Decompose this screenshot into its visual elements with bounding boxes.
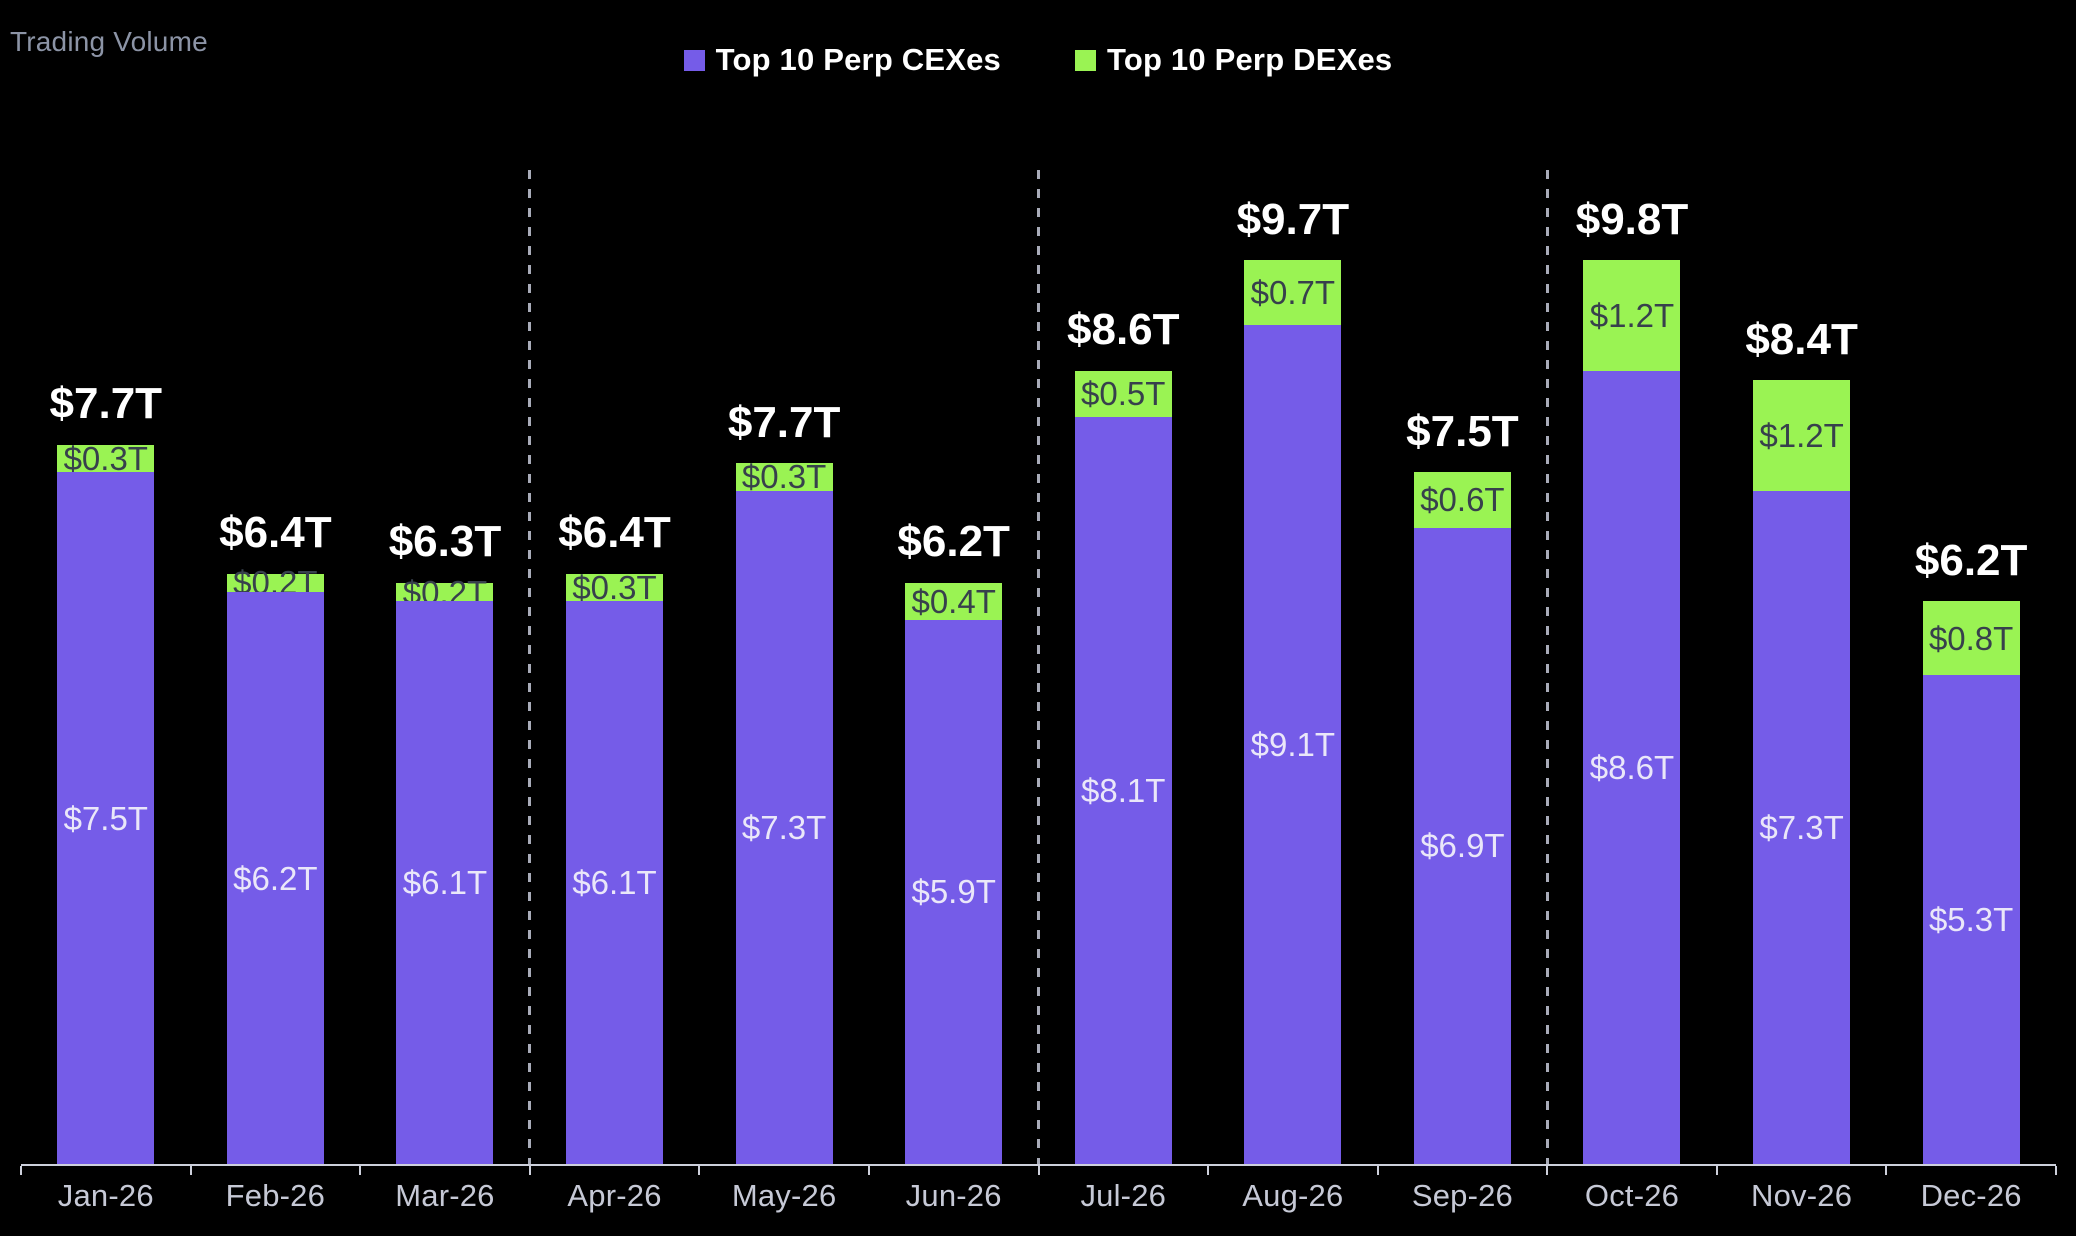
bar-segment-dex: $0.7T xyxy=(1244,260,1342,325)
x-axis-tick xyxy=(359,1166,362,1175)
x-axis-tick xyxy=(2055,1166,2057,1175)
x-axis-tick xyxy=(1207,1166,1210,1175)
bar-column-oct-26: $9.8T $1.2T $8.6T xyxy=(1547,140,1717,1164)
bar-column-apr-26: $6.4T $0.3T $6.1T xyxy=(530,140,700,1164)
x-axis-label: Jun-26 xyxy=(905,1178,1002,1213)
bar-segment-cex: $5.9T xyxy=(905,619,1003,1164)
x-axis-label: Aug-26 xyxy=(1242,1178,1344,1213)
x-axis-labels: Jan-26 Feb-26 Mar-26 Apr-26 May-26 Jun-26 Jul-… xyxy=(21,1178,2056,1214)
x-axis-tick xyxy=(1885,1166,1888,1175)
legend-label-cex: Top 10 Perp CEXes xyxy=(715,42,1001,77)
bar-segment-cex: $6.9T xyxy=(1413,527,1511,1164)
bar-column-sep-26: $7.5T $0.6T $6.9T xyxy=(1378,140,1548,1164)
x-axis-label: Jul-26 xyxy=(1080,1178,1167,1213)
bar-column-jan-26: $7.7T $0.3T $7.5T xyxy=(21,140,191,1164)
x-axis-label: Dec-26 xyxy=(1920,1178,2022,1213)
bar-segment-cex: $6.1T xyxy=(566,601,664,1164)
bar-total-label: $6.2T xyxy=(897,517,1010,567)
x-axis-label: Nov-26 xyxy=(1751,1178,1853,1213)
bar-total-label: $6.2T xyxy=(1914,535,2028,585)
bar-total-label: $8.4T xyxy=(1745,314,1858,364)
bar-column-nov-26: $8.4T $1.2T $7.3T xyxy=(1717,140,1887,1164)
legend-item-dex: Top 10 Perp DEXes xyxy=(1075,42,1392,78)
bar-segment-dex: $1.2T xyxy=(1753,379,1851,491)
legend: Top 10 Perp CEXes Top 10 Perp DEXes xyxy=(0,42,2076,78)
bar-segment-cex: $9.1T xyxy=(1244,324,1342,1164)
bar-column-jul-26: $8.6T $0.5T $8.1T xyxy=(1038,140,1208,1164)
bar-segment-cex: $5.3T xyxy=(1922,675,2020,1164)
bar-total-label: $8.6T xyxy=(1067,305,1180,355)
bar-column-feb-26: $6.4T $0.2T $6.2T xyxy=(191,140,361,1164)
bar-total-label: $7.7T xyxy=(727,397,841,447)
bar-column-dec-26: $6.2T $0.8T $5.3T xyxy=(1886,140,2056,1164)
x-axis-label: Sep-26 xyxy=(1411,1178,1513,1213)
bar-segment-cex: $7.3T xyxy=(1753,490,1851,1164)
legend-item-cex: Top 10 Perp CEXes xyxy=(683,42,1001,78)
x-axis-tick xyxy=(867,1166,870,1175)
x-axis-line xyxy=(21,1164,2056,1166)
bar-segment-dex: $0.4T xyxy=(905,582,1003,620)
bar-total-label: $9.8T xyxy=(1575,194,1689,244)
bar-total-label: $7.5T xyxy=(1406,406,1519,456)
x-axis-tick xyxy=(698,1166,701,1175)
x-axis-label: Oct-26 xyxy=(1584,1178,1680,1213)
bar-total-label: $6.4T xyxy=(558,508,671,558)
legend-swatch-dex-icon xyxy=(1075,49,1096,71)
bar-segment-cex: $7.5T xyxy=(57,472,155,1164)
legend-swatch-cex-icon xyxy=(683,49,705,71)
bar-segment-cex: $8.6T xyxy=(1583,370,1681,1164)
bar-segment-cex: $7.3T xyxy=(735,490,833,1164)
x-axis-label: Feb-26 xyxy=(225,1178,326,1213)
chart-title: Trading Volume xyxy=(10,26,208,57)
bar-total-label: $9.7T xyxy=(1236,194,1350,244)
x-axis-tick xyxy=(1037,1166,1040,1175)
bar-column-aug-26: $9.7T $0.7T $9.1T xyxy=(1208,140,1378,1164)
bar-segment-dex: $0.6T xyxy=(1413,472,1511,528)
bar-segment-dex: $0.3T xyxy=(57,442,155,475)
bar-segment-cex: $6.2T xyxy=(226,592,324,1164)
bar-segment-dex: $0.2T xyxy=(226,566,324,600)
bar-segment-dex: $1.2T xyxy=(1583,260,1681,371)
bar-segment-dex: $0.3T xyxy=(735,460,833,493)
x-axis-tick xyxy=(1376,1166,1379,1175)
quarter-separator-line xyxy=(528,170,532,1164)
quarter-separator-line xyxy=(1545,170,1549,1164)
bar-segment-cex: $6.1T xyxy=(396,601,494,1164)
bar-segment-dex: $0.8T xyxy=(1922,601,2020,676)
bar-column-jun-26: $6.2T $0.4T $5.9T xyxy=(869,140,1039,1164)
quarter-separator-line xyxy=(1037,170,1040,1164)
bar-segment-dex: $0.5T xyxy=(1074,370,1172,417)
x-axis-label: Apr-26 xyxy=(567,1178,662,1213)
bar-segment-dex: $0.2T xyxy=(396,575,494,609)
x-axis-label: Mar-26 xyxy=(395,1178,495,1213)
x-axis-label: May-26 xyxy=(731,1178,837,1213)
bar-total-label: $6.3T xyxy=(388,517,502,567)
bar-segment-dex: $0.3T xyxy=(566,571,664,604)
x-axis-tick xyxy=(1715,1166,1718,1175)
bar-total-label: $6.4T xyxy=(219,508,332,558)
bar-column-mar-26: $6.3T $0.2T $6.1T xyxy=(360,140,530,1164)
x-axis-tick xyxy=(20,1166,22,1175)
bar-segment-cex: $8.1T xyxy=(1074,416,1172,1164)
bar-total-label: $7.7T xyxy=(49,379,163,429)
x-axis-tick xyxy=(1546,1166,1549,1175)
legend-label-dex: Top 10 Perp DEXes xyxy=(1107,42,1393,77)
x-axis-tick xyxy=(189,1166,192,1175)
x-axis-tick xyxy=(528,1166,531,1175)
bar-column-may-26: $7.7T $0.3T $7.3T xyxy=(699,140,869,1164)
x-axis-label: Jan-26 xyxy=(57,1178,154,1213)
plot-area: $7.7T $0.3T $7.5T $6.4T $0.2T $6.2T $6.3T $0.2T… xyxy=(21,140,2056,1164)
